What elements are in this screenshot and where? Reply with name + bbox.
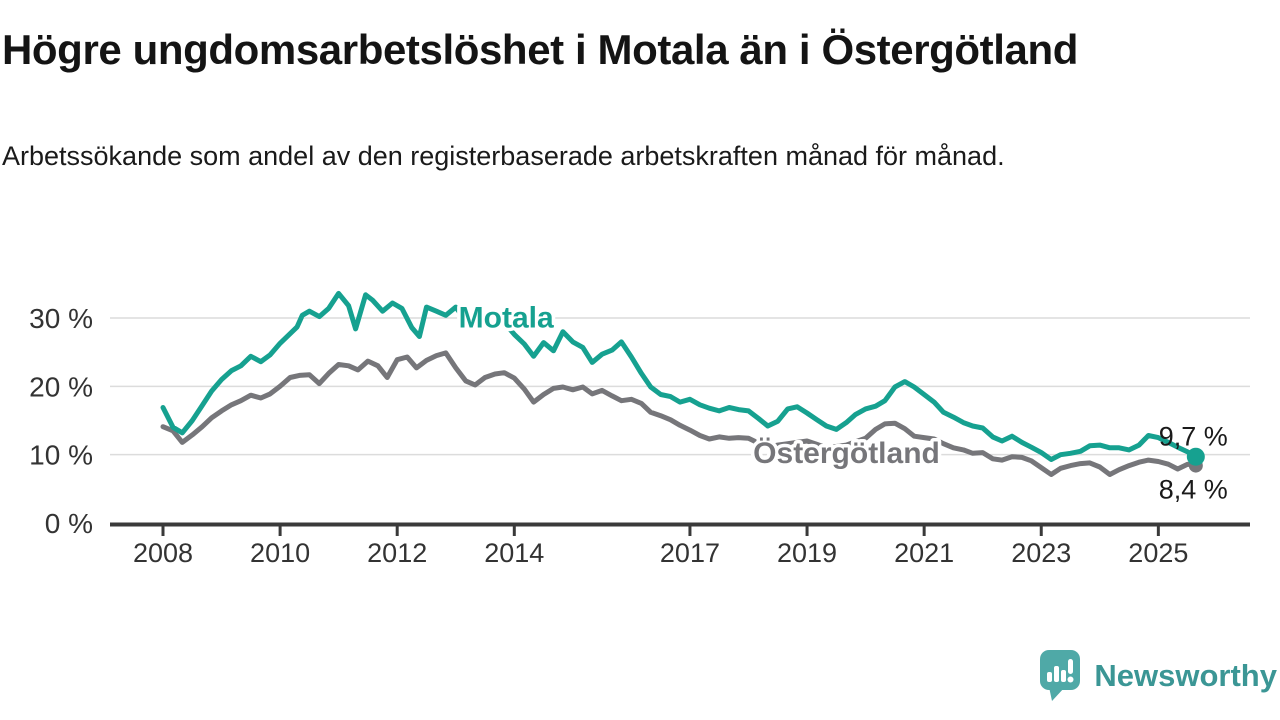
x-axis-tick-label: 2019	[777, 538, 837, 568]
y-axis-tick-label: 30 %	[29, 303, 93, 334]
end-value-label-ostergotland: 8,4 %	[1159, 475, 1228, 505]
x-axis-tick-label: 2023	[1011, 538, 1071, 568]
newsworthy-logo-text: Newsworthy	[1094, 658, 1277, 693]
motala-end-dot	[1186, 447, 1205, 466]
motala-line	[160, 290, 1199, 462]
x-axis-tick-label: 2017	[660, 538, 720, 568]
ostergotland-line	[160, 350, 1199, 477]
ostergotland-series-label: Östergötland	[753, 437, 940, 470]
x-axis-tick-label: 2025	[1128, 538, 1188, 568]
newsworthy-logo-icon	[1040, 650, 1081, 701]
newsworthy-branding: Newsworthy	[1040, 650, 1277, 702]
motala-series-label: Motala	[459, 302, 554, 335]
x-axis-tick-label: 2021	[894, 538, 954, 568]
x-axis-tick-label: 2014	[484, 538, 544, 568]
y-axis-tick-label: 10 %	[29, 440, 93, 471]
y-axis-tick-label: 20 %	[29, 371, 93, 402]
x-axis-tick-label: 2008	[133, 538, 193, 568]
y-axis-tick-label: 0 %	[45, 508, 93, 539]
x-axis-tick-label: 2012	[367, 538, 427, 568]
end-value-label-motala: 9,7 %	[1159, 422, 1228, 452]
chart-subtitle: Arbetssökande som andel av den registerb…	[2, 141, 1005, 171]
page-title: Högre ungdomsarbetslöshet i Motala än i …	[2, 26, 1078, 73]
x-axis-tick-label: 2010	[250, 538, 310, 568]
